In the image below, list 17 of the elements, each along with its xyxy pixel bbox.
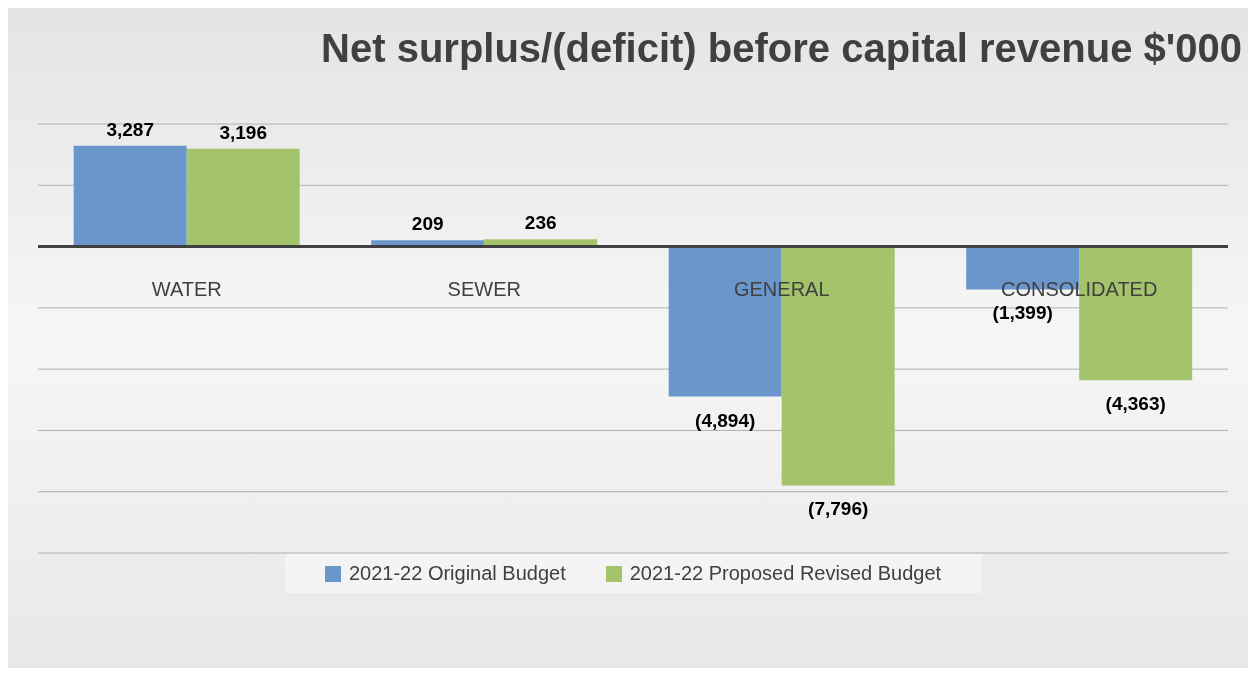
data-label: (4,894) [695, 409, 756, 431]
data-label: (4,363) [1105, 393, 1166, 415]
x-tick-label: WATER [151, 278, 222, 300]
x-tick-label: CONSOLIDATED [1001, 278, 1158, 300]
chart-title: Net surplus/(deficit) before capital revenue $'000 [321, 26, 1242, 71]
bar [186, 148, 300, 247]
legend-label: 2021-22 Original Budget [348, 562, 566, 585]
data-label: 3,287 [106, 118, 154, 140]
bar [73, 145, 187, 247]
data-label: 3,196 [219, 121, 267, 143]
legend-label: 2021-22 Proposed Revised Budget [629, 562, 942, 585]
data-label: 209 [411, 213, 444, 235]
data-label: 236 [524, 212, 557, 234]
data-label: (7,796) [808, 498, 869, 520]
data-label: (1,399) [992, 302, 1053, 324]
x-tick-label: SEWER [447, 278, 521, 300]
x-tick-label: GENERAL [733, 278, 830, 300]
